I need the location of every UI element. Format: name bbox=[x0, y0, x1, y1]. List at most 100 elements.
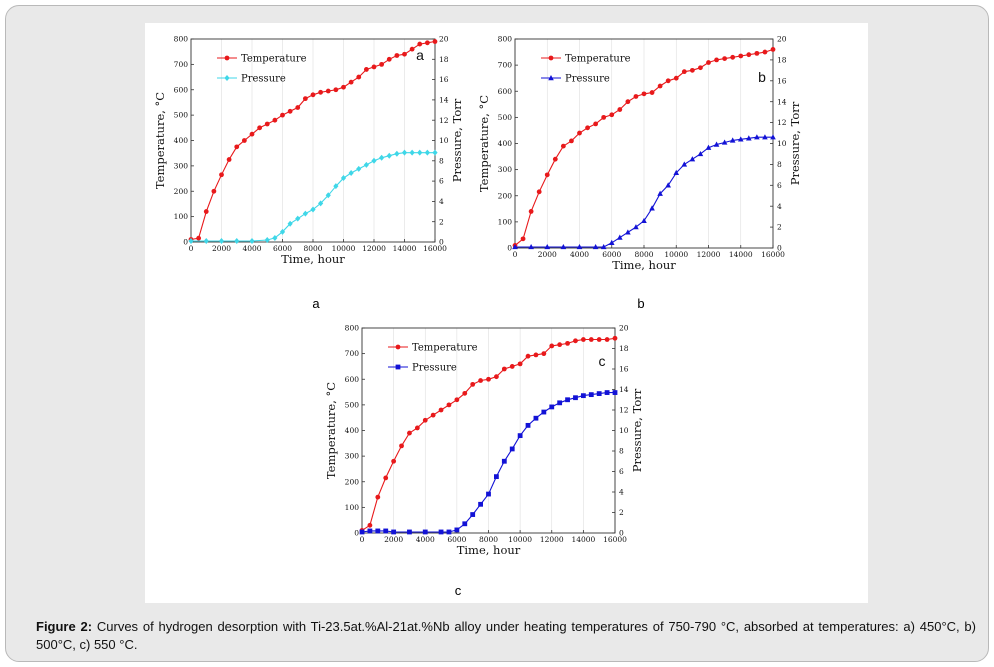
data-point-temperature bbox=[386, 56, 392, 62]
y-tick-label: 700 bbox=[498, 61, 513, 70]
y-tick-label: 200 bbox=[345, 477, 360, 486]
data-point-temperature bbox=[520, 236, 526, 242]
data-point-pressure bbox=[608, 239, 615, 245]
data-point-temperature bbox=[770, 47, 776, 52]
data-point-pressure bbox=[340, 175, 347, 182]
data-point-temperature bbox=[549, 343, 555, 349]
data-point-pressure bbox=[386, 152, 392, 159]
y2-tick-label: 0 bbox=[619, 529, 624, 538]
data-point-pressure bbox=[517, 433, 523, 439]
data-point-pressure bbox=[737, 136, 744, 142]
y-tick-label: 800 bbox=[345, 324, 360, 333]
data-point-pressure bbox=[528, 243, 534, 250]
legend-marker bbox=[548, 75, 554, 81]
data-point-temperature bbox=[325, 88, 331, 94]
data-point-pressure bbox=[375, 528, 381, 534]
data-point-temperature bbox=[494, 374, 499, 380]
x-tick-label: 2000 bbox=[384, 535, 403, 544]
y2-tick-label: 18 bbox=[619, 344, 629, 353]
legend-marker bbox=[224, 75, 230, 81]
data-point-temperature bbox=[478, 378, 483, 383]
legend-label: Temperature bbox=[412, 343, 478, 354]
data-point-pressure bbox=[470, 512, 476, 517]
y-tick-label: 100 bbox=[174, 212, 189, 221]
data-point-temperature bbox=[280, 112, 285, 118]
y2-tick-label: 12 bbox=[777, 118, 787, 127]
data-point-temperature bbox=[302, 96, 308, 102]
panel-corner-label: a bbox=[416, 47, 424, 63]
data-point-temperature bbox=[438, 407, 444, 413]
x-tick-label: 6000 bbox=[447, 535, 466, 544]
data-point-temperature bbox=[394, 53, 400, 58]
data-point-pressure bbox=[649, 205, 655, 211]
data-point-temperature bbox=[333, 87, 339, 93]
data-point-pressure bbox=[673, 169, 680, 175]
y-axis-label: Temperature, °C bbox=[477, 95, 491, 192]
y-tick-label: 800 bbox=[498, 35, 513, 44]
data-point-temperature bbox=[219, 172, 224, 178]
data-point-temperature bbox=[588, 337, 594, 342]
panel-label: c bbox=[455, 583, 462, 598]
data-point-pressure bbox=[617, 234, 623, 240]
data-point-temperature bbox=[544, 172, 550, 178]
data-point-temperature bbox=[432, 39, 438, 44]
x-axis-label: Time, hour bbox=[612, 258, 676, 272]
legend-label: Temperature bbox=[241, 54, 307, 65]
data-point-pressure bbox=[409, 149, 415, 156]
y-tick-label: 700 bbox=[345, 349, 360, 358]
data-point-pressure bbox=[417, 149, 423, 156]
y2-tick-label: 6 bbox=[619, 467, 624, 476]
data-point-temperature bbox=[541, 351, 547, 357]
data-point-pressure bbox=[356, 165, 362, 172]
data-point-temperature bbox=[681, 69, 687, 75]
data-point-pressure bbox=[580, 393, 586, 399]
data-point-pressure bbox=[576, 243, 583, 250]
data-point-temperature bbox=[754, 50, 760, 56]
data-point-pressure bbox=[533, 415, 539, 421]
data-point-pressure bbox=[560, 243, 567, 250]
x-tick-label: 14000 bbox=[571, 535, 595, 544]
y-tick-label: 100 bbox=[498, 217, 513, 226]
data-point-temperature bbox=[525, 353, 531, 359]
data-point-pressure bbox=[544, 243, 551, 250]
data-point-pressure bbox=[401, 149, 408, 156]
y-tick-label: 500 bbox=[498, 113, 513, 122]
data-point-pressure bbox=[391, 529, 397, 535]
y2-tick-label: 2 bbox=[439, 217, 444, 226]
data-point-pressure bbox=[509, 446, 515, 452]
data-point-pressure bbox=[512, 243, 518, 250]
data-point-temperature bbox=[577, 130, 582, 136]
x-tick-label: 16000 bbox=[761, 250, 785, 259]
y2-tick-label: 14 bbox=[619, 385, 629, 394]
x-axis-label: Time, hour bbox=[281, 252, 345, 266]
data-point-pressure bbox=[295, 215, 301, 222]
data-point-temperature bbox=[257, 125, 263, 131]
x-tick-label: 12000 bbox=[362, 244, 386, 253]
x-tick-label: 4000 bbox=[416, 535, 435, 544]
data-point-temperature bbox=[533, 352, 539, 358]
data-point-pressure bbox=[318, 200, 324, 207]
series-line-pressure bbox=[515, 136, 773, 248]
data-point-temperature bbox=[383, 475, 389, 481]
y2-tick-label: 8 bbox=[777, 160, 782, 169]
data-point-pressure bbox=[234, 237, 240, 244]
data-point-temperature bbox=[501, 366, 507, 372]
y2-tick-label: 16 bbox=[777, 76, 787, 85]
data-point-temperature bbox=[625, 99, 631, 105]
x-tick-label: 10000 bbox=[664, 250, 688, 259]
x-tick-label: 0 bbox=[189, 244, 194, 253]
chart-panel-a: 0 2000 4000 6000 8000 10000 12000 14000 16000010… bbox=[153, 35, 464, 311]
data-point-pressure bbox=[188, 237, 194, 244]
data-point-temperature bbox=[714, 57, 719, 63]
y-tick-label: 200 bbox=[498, 191, 513, 200]
legend-label: Pressure bbox=[412, 363, 457, 374]
data-point-temperature bbox=[371, 64, 377, 70]
data-point-temperature bbox=[363, 67, 369, 72]
data-point-pressure bbox=[394, 150, 400, 157]
data-point-pressure bbox=[762, 134, 768, 140]
data-point-pressure bbox=[264, 236, 270, 243]
y2-tick-label: 20 bbox=[439, 35, 449, 44]
data-point-pressure bbox=[665, 182, 671, 188]
data-point-pressure bbox=[359, 529, 365, 535]
y2-tick-label: 12 bbox=[619, 406, 629, 415]
